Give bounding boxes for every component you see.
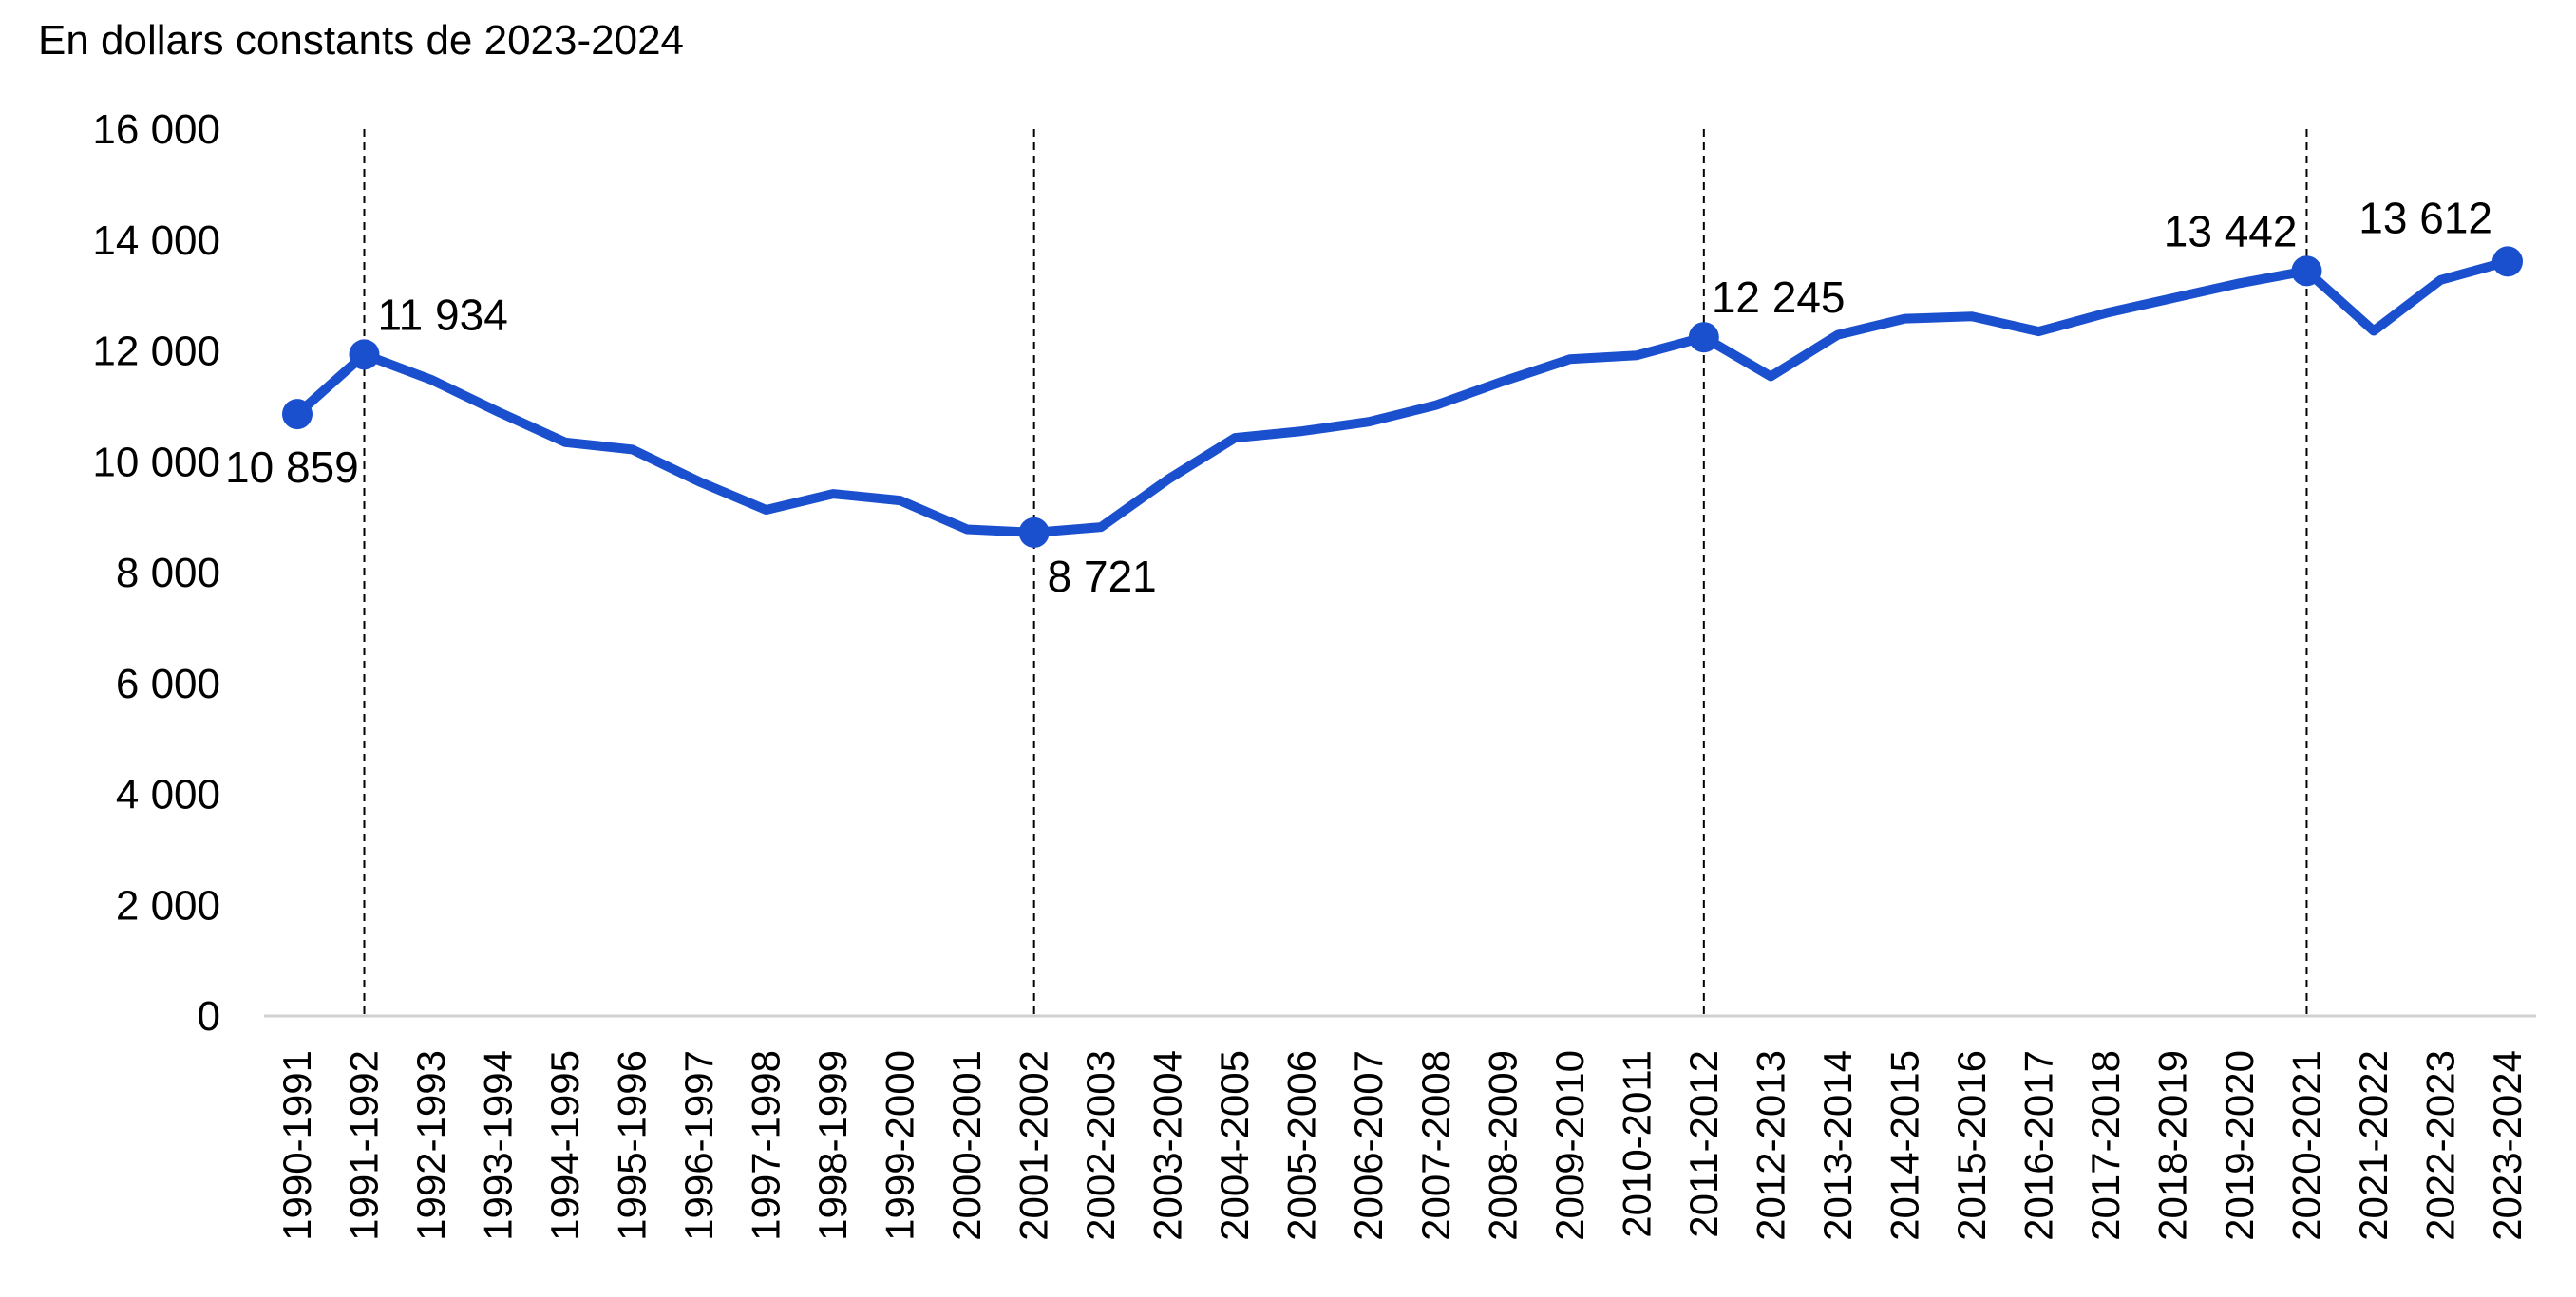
- x-tick-label: 1997-1998: [744, 1050, 788, 1241]
- x-tick-label: 2002-2003: [1078, 1050, 1123, 1241]
- x-tick-label: 1993-1994: [476, 1050, 521, 1241]
- data-point-marker: [2291, 255, 2322, 287]
- x-tick-label: 2014-2015: [1882, 1050, 1926, 1241]
- x-tick-label: 2009-2010: [1547, 1050, 1592, 1241]
- x-tick-label: 2018-2019: [2150, 1050, 2194, 1241]
- x-tick-label: 2012-2013: [1748, 1050, 1792, 1241]
- y-tick-label: 6 000: [116, 661, 220, 707]
- data-point-marker: [2492, 246, 2523, 277]
- x-tick-label: 2006-2007: [1346, 1050, 1391, 1241]
- x-tick-label: 2019-2020: [2217, 1050, 2262, 1241]
- x-tick-label: 2003-2004: [1146, 1050, 1190, 1241]
- x-tick-label: 1990-1991: [275, 1050, 319, 1241]
- data-label: 13 442: [2164, 206, 2298, 255]
- data-label: 11 934: [378, 290, 508, 339]
- x-tick-label: 1995-1996: [610, 1050, 654, 1241]
- y-tick-label: 16 000: [92, 106, 220, 153]
- x-tick-label: 2001-2002: [1012, 1050, 1056, 1241]
- x-tick-label: 2021-2022: [2351, 1050, 2396, 1241]
- data-point-marker: [349, 339, 380, 370]
- data-label: 10 859: [225, 442, 359, 492]
- x-tick-label: 1994-1995: [542, 1050, 587, 1241]
- y-tick-label: 8 000: [116, 550, 220, 596]
- x-tick-label: 2020-2021: [2283, 1050, 2328, 1241]
- y-tick-label: 4 000: [116, 772, 220, 818]
- x-tick-label: 1998-1999: [810, 1050, 855, 1241]
- series-line: [293, 256, 2512, 537]
- x-tick-label: 1992-1993: [408, 1050, 453, 1241]
- chart-subtitle: En dollars constants de 2023-2024: [38, 17, 685, 64]
- x-tick-label: 2017-2018: [2083, 1050, 2128, 1241]
- x-tick-label: 1999-2000: [878, 1050, 922, 1241]
- y-tick-label: 14 000: [92, 217, 220, 264]
- x-tick-label: 2022-2023: [2417, 1050, 2462, 1241]
- data-point-marker: [1018, 517, 1050, 548]
- x-tick-label: 2011-2012: [1681, 1050, 1726, 1238]
- x-tick-label: 2015-2016: [1949, 1050, 1994, 1241]
- x-tick-label: 2013-2014: [1815, 1050, 1860, 1241]
- data-point-marker: [282, 399, 313, 430]
- y-tick-label: 2 000: [116, 882, 220, 929]
- data-label: 12 245: [1712, 273, 1846, 322]
- x-tick-label: 2016-2017: [2016, 1050, 2060, 1241]
- x-tick-label: 2023-2024: [2485, 1050, 2529, 1241]
- x-tick-label: 2007-2008: [1413, 1050, 1458, 1241]
- x-tick-label: 2010-2011: [1614, 1050, 1658, 1238]
- y-tick-label: 10 000: [92, 439, 220, 485]
- x-tick-label: 1996-1997: [676, 1050, 721, 1241]
- data-label: 8 721: [1048, 552, 1157, 601]
- y-tick-label: 0: [198, 993, 220, 1040]
- x-tick-label: 2005-2006: [1279, 1050, 1324, 1241]
- y-tick-label: 12 000: [92, 329, 220, 375]
- x-tick-label: 1991-1992: [342, 1050, 387, 1241]
- data-label: 13 612: [2358, 193, 2492, 242]
- x-tick-label: 2004-2005: [1212, 1050, 1257, 1241]
- data-point-marker: [1688, 322, 1719, 353]
- x-tick-label: 2008-2009: [1480, 1050, 1525, 1241]
- x-tick-label: 2000-2001: [944, 1050, 989, 1241]
